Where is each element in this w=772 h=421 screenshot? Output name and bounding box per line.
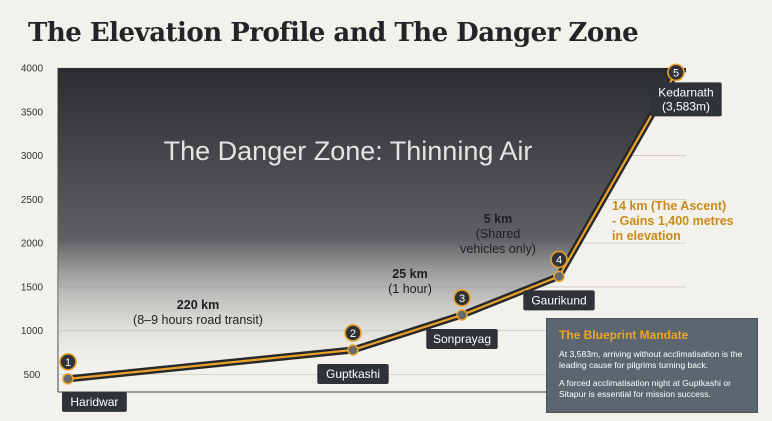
- station-label-box: [426, 328, 498, 349]
- station-number-marker: [59, 353, 77, 371]
- station-number: 3: [459, 293, 465, 305]
- segment-label: 220 km (8–9 hours road transit): [133, 298, 263, 327]
- station-label-box: [317, 363, 389, 384]
- station-number-marker: [344, 324, 362, 342]
- station-point: [347, 344, 359, 356]
- y-tick-label: 1500: [21, 282, 44, 293]
- station-label-box: [523, 290, 595, 311]
- y-tick-label: 500: [24, 370, 41, 381]
- blueprint-mandate-callout: The Blueprint Mandate At 3,583m, arrivin…: [546, 318, 758, 413]
- y-tick-label: 2000: [21, 239, 44, 250]
- station-label-box: [62, 391, 127, 412]
- segment-label: 5 km (Shared vehicles only): [460, 212, 536, 256]
- segment-label: 14 km (The Ascent) - Gains 1,400 metres in…: [612, 199, 734, 243]
- page-title: The Elevation Profile and The Danger Zon…: [28, 18, 639, 48]
- station-number: 5: [673, 67, 679, 79]
- station-label: Haridwar: [70, 395, 118, 409]
- station-number-marker: [667, 63, 685, 82]
- station-label-box: [650, 82, 722, 117]
- y-tick-label: 1000: [21, 326, 44, 337]
- station-point: [456, 309, 468, 321]
- danger-zone-label: The Danger Zone: Thinning Air: [164, 136, 533, 166]
- station-number-marker: [550, 250, 568, 269]
- station-label: Kedarnath (3,583m): [658, 85, 713, 113]
- y-tick-label: 3000: [21, 151, 44, 162]
- station-number: 1: [65, 357, 71, 369]
- callout-paragraph-1: At 3,583m, arriving without acclimatisat…: [559, 349, 743, 370]
- danger-zone-area: [58, 68, 686, 379]
- station-point: [62, 373, 74, 385]
- y-tick-label: 2500: [21, 195, 44, 206]
- station-label: Sonprayag: [433, 332, 491, 346]
- segment-label: 25 km (1 hour): [388, 267, 432, 296]
- station-label: Gaurikund: [531, 293, 586, 307]
- station-number: 4: [556, 254, 562, 266]
- y-tick-label: 3500: [21, 107, 44, 118]
- callout-title: The Blueprint Mandate: [559, 328, 689, 342]
- station-number-marker: [453, 289, 471, 307]
- station-number: 2: [350, 328, 356, 340]
- callout-paragraph-2: A forced acclimatisation night at Guptka…: [559, 378, 731, 400]
- station-point: [553, 270, 565, 283]
- station-label: Guptkashi: [326, 367, 380, 381]
- y-tick-label: 4000: [21, 64, 44, 75]
